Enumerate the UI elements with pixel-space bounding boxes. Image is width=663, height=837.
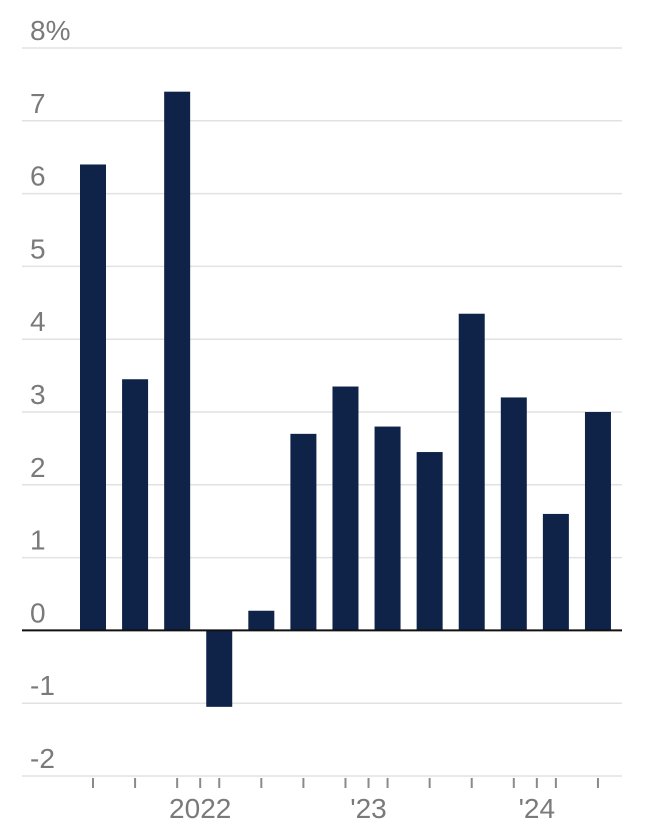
bar (164, 91, 191, 631)
y-tick-label: 0 (30, 597, 46, 628)
x-tick-label: '23 (350, 793, 387, 824)
gridlines (22, 47, 622, 777)
y-tick-label: 1 (30, 525, 46, 556)
bar (416, 452, 443, 631)
bar (500, 397, 527, 631)
bar (206, 630, 233, 707)
bar (332, 386, 359, 631)
y-tick-label: 4 (30, 306, 46, 337)
x-tick-label: '24 (519, 793, 556, 824)
x-tick-label: 2022 (169, 793, 231, 824)
y-tick-label: 5 (30, 233, 46, 264)
bar (542, 513, 569, 631)
bar (248, 610, 275, 631)
y-tick-label: 3 (30, 379, 46, 410)
y-tick-label: 8% (30, 15, 70, 46)
bar (458, 313, 485, 631)
bar (122, 379, 149, 631)
y-tick-label: 7 (30, 88, 46, 119)
bar (584, 412, 611, 631)
bar (290, 433, 317, 631)
y-tick-label: -2 (30, 743, 55, 774)
y-tick-label: -1 (30, 670, 55, 701)
bar (80, 164, 106, 631)
axis-labels: 8% 7 6 5 4 3 2 1 0 -1 -2 2022 '23 '24 (30, 15, 555, 824)
axes (22, 629, 622, 788)
y-tick-label: 6 (30, 161, 46, 192)
y-tick-label: 2 (30, 452, 46, 483)
bar (374, 426, 401, 631)
bars (80, 91, 611, 707)
